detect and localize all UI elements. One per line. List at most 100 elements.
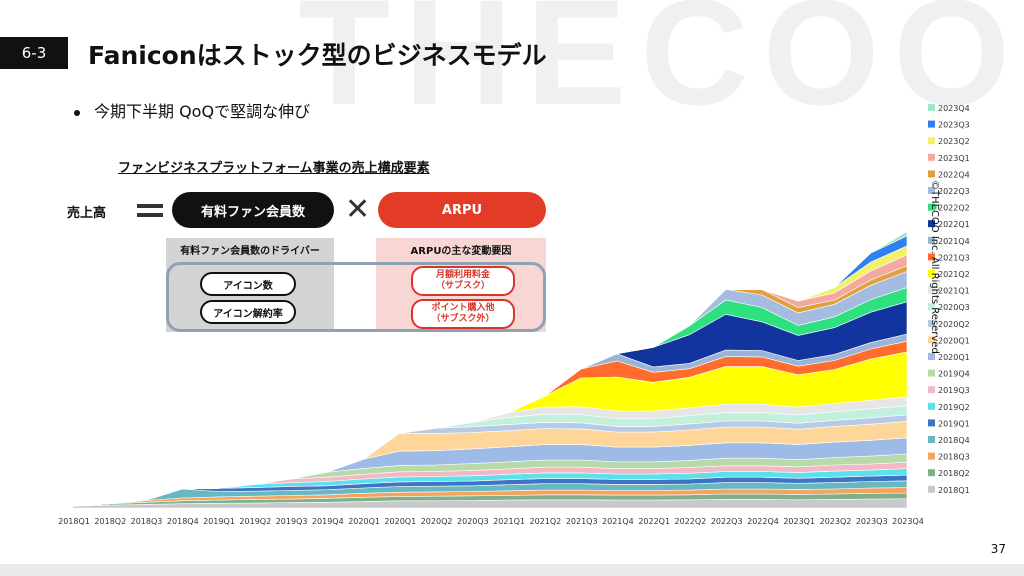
icon-count-pill: アイコン数 [200, 272, 296, 296]
legend-label: 2018Q2 [938, 469, 970, 478]
legend-label: 2021Q1 [938, 287, 970, 296]
legend-swatch [928, 369, 935, 377]
legend-swatch [928, 253, 935, 261]
bullet-point: 今期下半期 QoQで堅調な伸び [74, 98, 310, 122]
paid-members-pill: 有料ファン会員数 [172, 192, 334, 228]
arpu-factors-title: ARPUの主な変動要因 [410, 246, 512, 257]
chart-legend: 2023Q4 2023Q3 2023Q2 2023Q1 2022Q4 2022Q3 2022… [928, 104, 970, 495]
legend-swatch [928, 386, 935, 394]
x-axis-ticks: 2018Q1 2018Q2 2018Q3 2018Q4 2019Q1 2019Q2 2019… [58, 517, 924, 526]
x-tick-label: 2021Q3 [566, 517, 598, 526]
legend-label: 2022Q2 [938, 204, 970, 213]
monthly-fee-text: 月額利用料金 [435, 270, 490, 280]
legend-swatch [928, 170, 935, 178]
legend-label: 2018Q3 [938, 453, 970, 462]
legend-label: 2021Q2 [938, 270, 970, 279]
legend-swatch [928, 319, 935, 327]
legend-label: 2020Q3 [938, 303, 970, 312]
legend-swatch [928, 436, 935, 443]
drivers-outline [166, 262, 546, 332]
page-title: Faniconはストック型のビジネスモデル [88, 41, 547, 70]
legend-swatch [928, 137, 935, 145]
legend-swatch [928, 120, 935, 128]
legend-label: 2020Q1 [938, 336, 970, 345]
legend-swatch [928, 203, 935, 211]
x-tick-label: 2020Q1 [348, 517, 380, 526]
legend-label: 2023Q3 [938, 121, 970, 130]
legend-label: 2023Q1 [938, 154, 970, 163]
copyright-text: ©THECOO Inc. All Rights Reserved [929, 180, 940, 354]
x-tick-label: 2019Q2 [239, 517, 271, 526]
x-tick-label: 2021Q2 [530, 517, 562, 526]
legend-swatch [928, 419, 935, 427]
legend-label: 2021Q3 [938, 253, 970, 262]
legend-label: 2019Q1 [938, 419, 970, 428]
points-purchase-text: ポイント購入他 [431, 303, 495, 313]
legend-label: 2020Q2 [938, 320, 970, 329]
monthly-fee-pill: 月額利用料金 （サブスク） [411, 266, 515, 296]
legend-swatch [928, 336, 935, 344]
x-tick-label: 2020Q2 [421, 517, 453, 526]
x-tick-label: 2021Q4 [602, 517, 634, 526]
section-number-badge: 6-3 [0, 37, 68, 69]
legend-swatch [928, 236, 935, 244]
legend-label: 2021Q4 [938, 237, 970, 246]
x-tick-label: 2023Q1 [783, 517, 815, 526]
legend-swatch [928, 452, 935, 460]
legend-label: 2019Q4 [938, 370, 970, 379]
x-tick-label: 2021Q1 [493, 517, 525, 526]
legend-label: 2022Q4 [938, 170, 970, 179]
x-tick-label: 2018Q2 [94, 517, 126, 526]
brand-watermark: THECOO [298, 0, 1024, 136]
member-drivers-title: 有料ファン会員数のドライバー [180, 246, 320, 257]
x-tick-label: 2022Q3 [711, 517, 743, 526]
legend-label: 2020Q1 [938, 353, 970, 362]
arpu-pill: ARPU [378, 192, 546, 228]
x-tick-label: 2019Q3 [276, 517, 308, 526]
x-tick-label: 2018Q4 [167, 517, 199, 526]
page-number: 37 [990, 542, 1006, 556]
x-tick-label: 2018Q1 [58, 517, 90, 526]
legend-label: 2019Q3 [938, 386, 970, 395]
points-purchase-pill: ポイント購入他 （サブスク外） [411, 299, 515, 329]
x-tick-label: 2023Q4 [892, 517, 924, 526]
multiply-icon: ✕ [345, 192, 371, 227]
bullet-text: 今期下半期 QoQで堅調な伸び [94, 102, 311, 121]
x-tick-label: 2023Q3 [856, 517, 888, 526]
legend-swatch [928, 153, 935, 161]
bullet-icon [74, 109, 80, 116]
legend-label: 2019Q2 [938, 403, 970, 412]
diagram-title: ファンビジネスプラットフォーム事業の売上構成要素 [118, 161, 430, 176]
legend-swatch [928, 402, 935, 410]
footer-band [0, 564, 1024, 576]
x-tick-label: 2019Q1 [203, 517, 235, 526]
legend-swatch [928, 220, 935, 228]
legend-swatch [928, 353, 935, 360]
equals-icon [137, 204, 163, 222]
legend-swatch [928, 485, 935, 493]
legend-swatch [928, 270, 935, 277]
legend-label: 2022Q3 [938, 187, 970, 196]
area-series-2023Q4-23 [72, 231, 908, 507]
points-purchase-note: （サブスク外） [431, 314, 495, 324]
x-tick-label: 2022Q4 [747, 517, 779, 526]
revenue-label: 売上高 [67, 206, 107, 221]
x-tick-label: 2020Q1 [384, 517, 416, 526]
x-tick-label: 2019Q4 [312, 517, 344, 526]
x-tick-label: 2023Q2 [820, 517, 852, 526]
legend-label: 2023Q2 [938, 137, 970, 146]
legend-swatch [928, 303, 935, 311]
x-tick-label: 2020Q3 [457, 517, 489, 526]
legend-swatch [928, 286, 935, 294]
legend-label: 2023Q4 [938, 104, 970, 113]
legend-label: 2022Q1 [938, 220, 970, 229]
x-tick-label: 2022Q1 [638, 517, 670, 526]
legend-label: 2018Q1 [938, 486, 970, 495]
legend-swatch [928, 469, 935, 477]
x-tick-label: 2022Q2 [675, 517, 707, 526]
legend-label: 2018Q4 [938, 436, 970, 445]
monthly-fee-note: （サブスク） [435, 281, 490, 291]
icon-churn-pill: アイコン解約率 [200, 300, 296, 324]
legend-swatch [928, 187, 935, 194]
